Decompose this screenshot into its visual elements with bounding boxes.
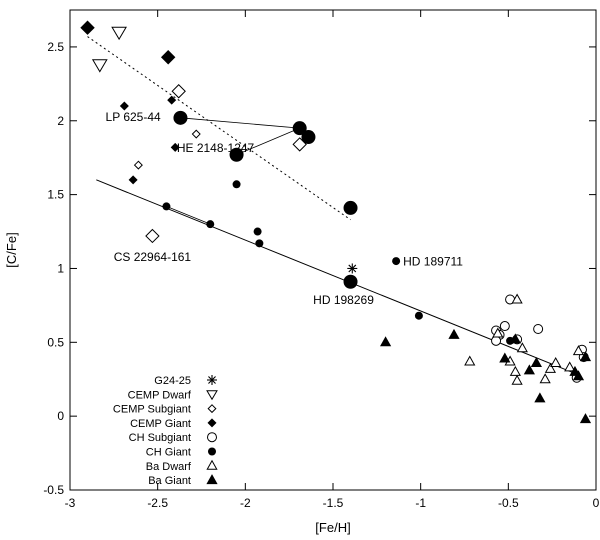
point-ch-giant	[253, 227, 262, 236]
point-ba-dwarf	[511, 293, 523, 304]
x-tick-label: -2	[240, 496, 251, 510]
connector-line	[166, 206, 211, 225]
point-ba-giant	[448, 328, 460, 339]
point-ch-giant	[301, 130, 316, 145]
annotation-label: CS 22964-161	[114, 250, 192, 264]
point-ba-giant	[572, 370, 585, 381]
legend-marker	[208, 447, 216, 456]
legend: G24-25 CEMP Dwarf CEMP Subgiant CEMP Giant C…	[113, 375, 218, 487]
legend-label: Ba Dwarf	[146, 461, 192, 473]
legend-label: CEMP Giant	[130, 418, 191, 430]
point-ch-giant	[206, 220, 215, 229]
point-cemp-dwarf	[91, 59, 108, 73]
annotations: LP 625-44 HE 2148-1247 CS 22964-161 HD 1897…	[106, 110, 464, 307]
legend-marker-stroke	[208, 376, 216, 384]
point-ch-giant	[292, 121, 307, 136]
point-ch-giant	[392, 257, 401, 266]
annotation-label: HD 189711	[403, 255, 463, 269]
legend-label: G24-25	[154, 375, 191, 387]
point-ba-dwarf	[550, 356, 562, 367]
point-ba-dwarf	[492, 327, 504, 338]
legend-marker	[207, 432, 217, 443]
point-cemp-giant	[128, 175, 138, 185]
axis-ticks: -3 -2.5 -2 -1.5 -1 -0.5 0 -0.5 0 0.5 1 1.5 2 2.5	[43, 10, 600, 510]
legend-label: CEMP Subgiant	[113, 404, 191, 416]
annotation-label: LP 625-44	[106, 110, 161, 124]
point-cemp-giant	[119, 101, 129, 111]
dotted-fit	[87, 36, 351, 221]
x-tick-label: 0	[593, 496, 600, 510]
legend-label: CEMP Dwarf	[128, 389, 192, 401]
point-ch-subgiant	[491, 335, 502, 346]
point-ba-giant	[523, 364, 535, 375]
x-tick-label: -2.5	[147, 496, 168, 510]
point-cemp-giant	[170, 142, 180, 152]
annotation-label: HE 2148-1247	[177, 141, 255, 155]
legend-marker	[206, 474, 218, 485]
y-tick-label: 2.5	[47, 40, 64, 54]
point-ch-giant	[343, 200, 358, 215]
point-cemp-giant	[160, 50, 176, 65]
point-ba-dwarf	[572, 345, 585, 356]
y-tick-label: 0	[57, 409, 64, 423]
point-g24-25	[347, 263, 358, 274]
point-ch-giant	[173, 110, 188, 125]
point-ch-giant	[414, 311, 423, 320]
x-axis-label: [Fe/H]	[315, 520, 350, 535]
point-cemp-subgiant	[171, 84, 186, 99]
point-ch-giant	[229, 147, 244, 162]
point-ch-giant	[232, 180, 241, 189]
connector-lines	[166, 117, 300, 225]
point-cemp-subgiant	[145, 228, 160, 244]
point-ba-dwarf	[511, 374, 523, 385]
y-tick-label: 1.5	[47, 188, 64, 202]
legend-marker	[206, 390, 218, 401]
point-cemp-giant	[167, 95, 177, 105]
point-ba-dwarf	[544, 362, 557, 373]
x-tick-label: -3	[65, 496, 76, 510]
point-ba-giant	[579, 351, 592, 362]
point-cemp-dwarf	[111, 26, 127, 41]
point-ba-dwarf	[464, 355, 476, 366]
point-cemp-giant	[80, 20, 95, 35]
legend-marker	[207, 418, 217, 428]
point-ba-dwarf	[509, 365, 521, 376]
point-ba-giant	[509, 333, 521, 344]
point-ba-dwarf	[539, 373, 551, 384]
y-tick-label: -0.5	[43, 483, 64, 497]
point-ba-giant	[530, 356, 542, 367]
connector-line	[180, 117, 300, 129]
x-tick-label: -0.5	[498, 496, 519, 510]
point-ba-dwarf	[516, 342, 528, 353]
y-tick-label: 2	[57, 114, 64, 128]
point-ba-giant	[534, 392, 546, 403]
y-axis-label: [C/Fe]	[4, 232, 19, 267]
legend-marker	[207, 375, 217, 385]
connector-line	[236, 127, 300, 156]
point-ch-giant	[255, 239, 264, 248]
y-tick-label: 1	[57, 261, 64, 275]
point-ch-giant	[343, 274, 358, 289]
point-ba-giant	[379, 336, 392, 347]
point-ba-giant	[579, 413, 592, 424]
legend-marker	[207, 404, 217, 414]
point-ba-giant	[499, 352, 511, 363]
point-ba-dwarf	[564, 361, 576, 372]
point-ch-subgiant	[533, 324, 544, 335]
y-tick-label: 0.5	[47, 335, 64, 349]
legend-marker	[206, 459, 218, 470]
x-tick-label: -1.5	[323, 496, 344, 510]
legend-label: CH Subgiant	[129, 432, 191, 444]
legend-label: CH Giant	[146, 447, 191, 459]
point-cemp-subgiant	[133, 160, 143, 170]
point-ch-giant	[162, 202, 171, 211]
point-ch-subgiant	[499, 321, 510, 332]
legend-label: Ba Giant	[148, 475, 191, 487]
point-g24-25-stroke	[348, 264, 357, 273]
x-tick-label: -1	[415, 496, 426, 510]
annotation-label: HD 198269	[313, 293, 374, 307]
data-points	[80, 20, 592, 424]
point-cemp-subgiant	[191, 129, 201, 139]
